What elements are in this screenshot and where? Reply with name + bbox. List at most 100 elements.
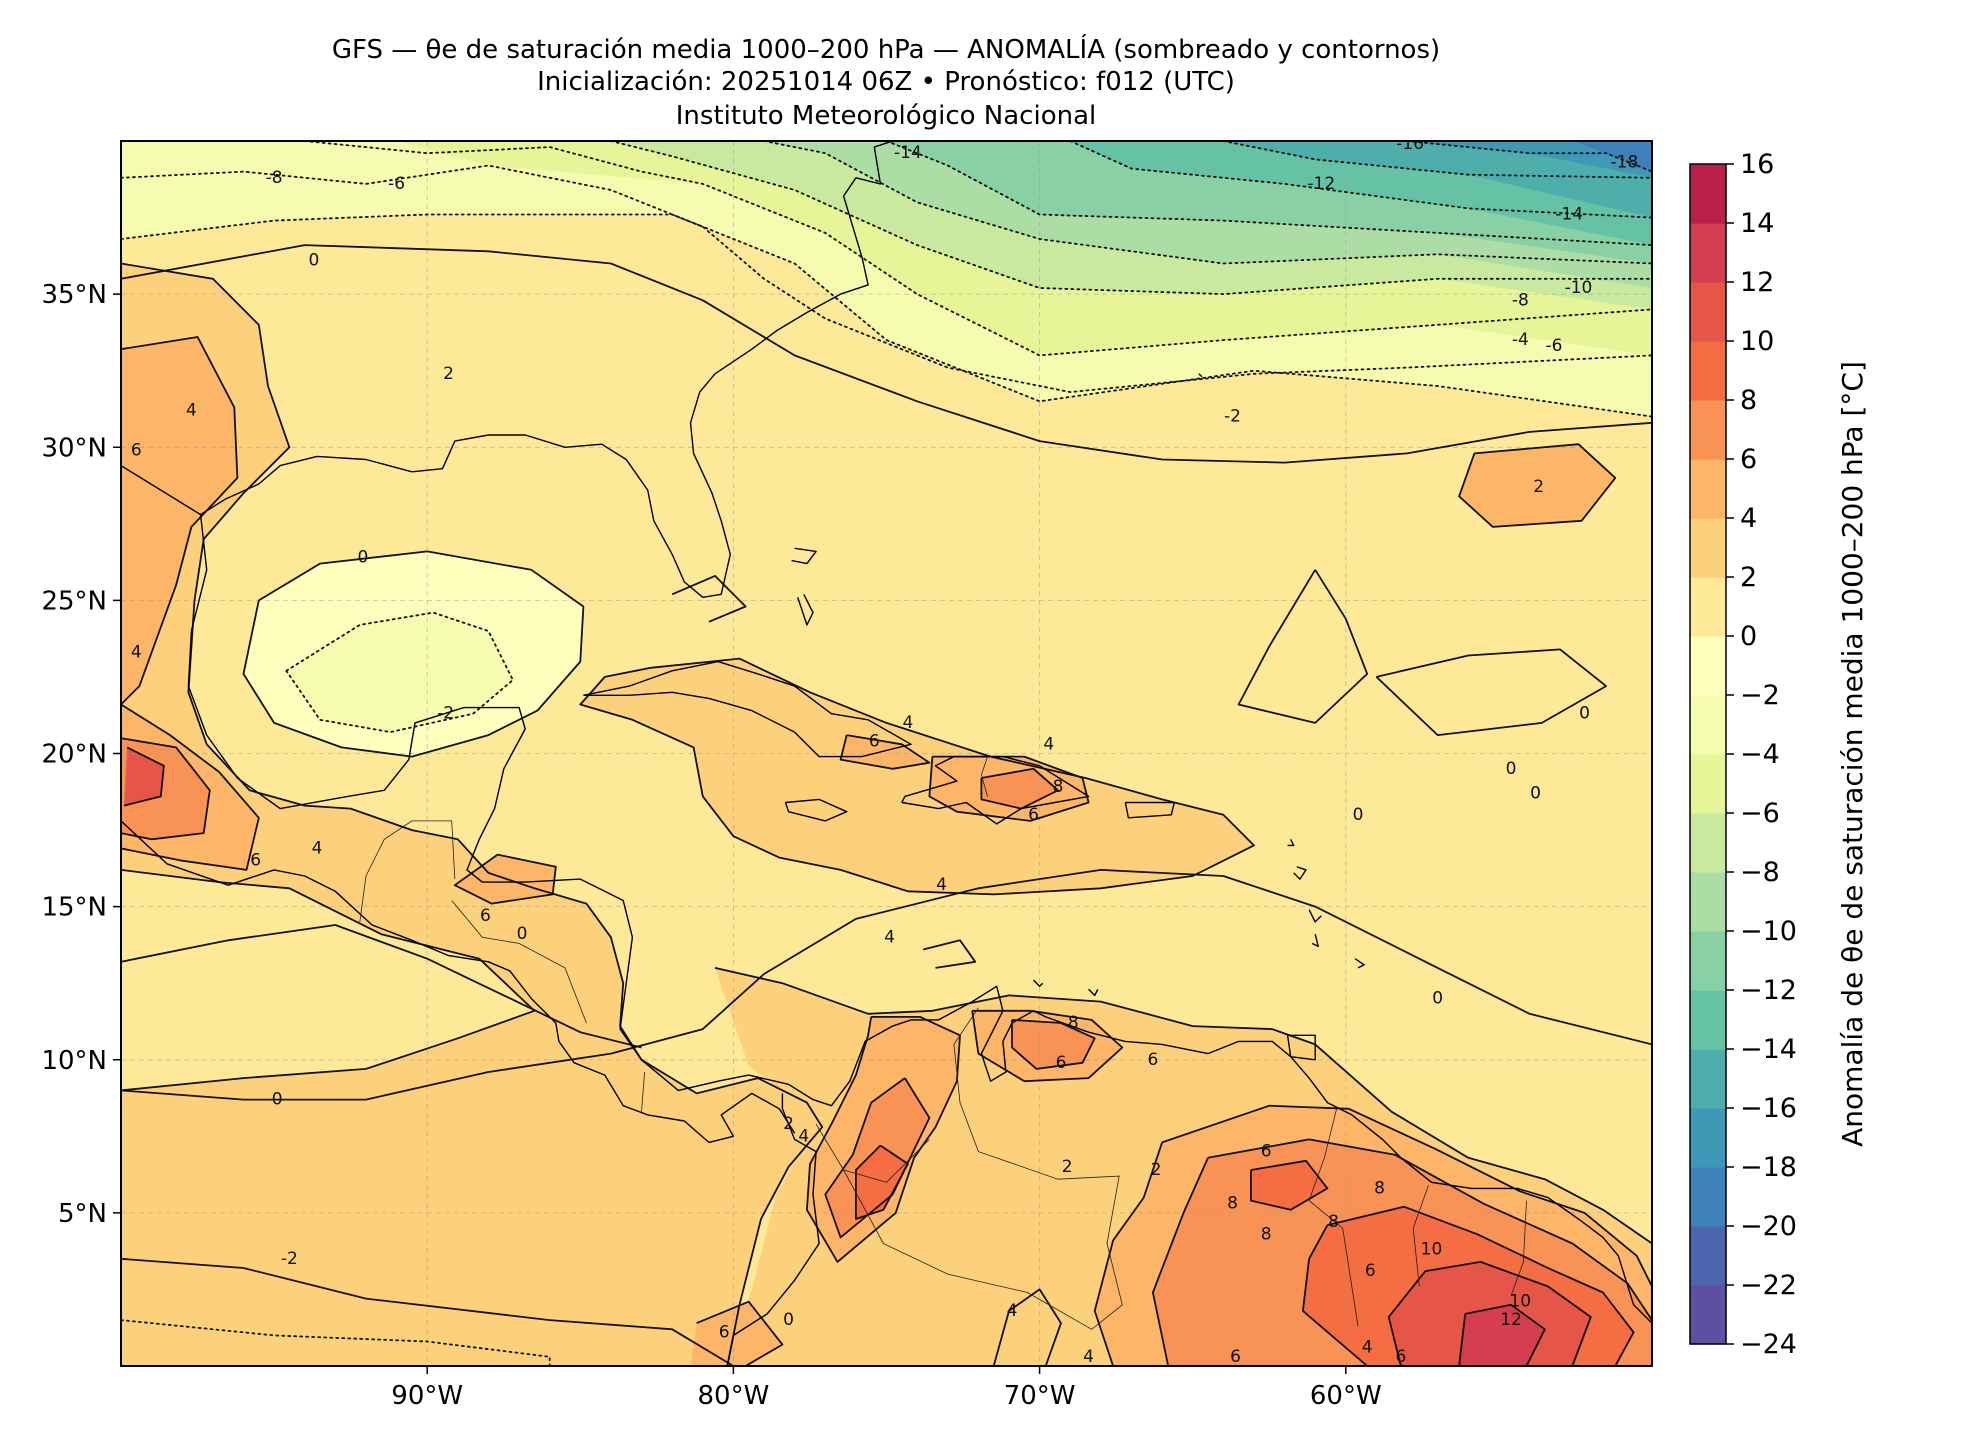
contour-label: 2 (783, 1114, 794, 1134)
contour-label: -8 (266, 168, 283, 188)
colorbar-swatch (1690, 1108, 1726, 1168)
longitude-axis: 90°W 80°W 70°W 60°W (391, 1366, 1382, 1411)
contour-label: -8 (1512, 290, 1529, 310)
contour-line-6 (121, 924, 642, 1049)
colorbar-swatch (1690, 636, 1726, 696)
contour-label: -10 (1565, 278, 1593, 298)
contour-line-14 (121, 737, 211, 841)
field-region-7 (1407, 141, 1652, 178)
coastline-9 (797, 593, 814, 626)
contour-negative-6 (1069, 141, 1652, 219)
colorbar-tick-label: −18 (1740, 1152, 1797, 1183)
contour-line-22 (855, 1144, 909, 1220)
contour-label: 0 (1530, 783, 1541, 803)
contour-label: 2 (1062, 1157, 1073, 1177)
contour-line-18 (980, 767, 1059, 810)
colorbar-swatch (1690, 400, 1726, 460)
contour-label: -16 (1396, 134, 1424, 154)
contour-line-34 (1465, 1303, 1546, 1366)
contour-line-36 (696, 1300, 784, 1366)
lat-tick-label: 35°N (41, 280, 107, 310)
colorbar-tick-label: 0 (1740, 621, 1757, 652)
colorbar-swatch (1690, 754, 1726, 814)
colorbar-tick-label: −14 (1740, 1034, 1797, 1065)
contour-label: 2 (1533, 477, 1544, 497)
coastline-10 (1286, 1034, 1316, 1061)
contour-negative-9 (285, 611, 515, 734)
lat-tick-label: 10°N (41, 1046, 107, 1076)
lat-tick-label: 15°N (41, 893, 107, 923)
contour-negative-0 (121, 213, 1652, 418)
colorbar-swatch (1690, 1226, 1726, 1286)
lat-tick-label: 30°N (41, 433, 107, 463)
field-region-34 (855, 1145, 908, 1219)
contour-line-39 (922, 939, 977, 969)
coastline-16 (1293, 866, 1307, 880)
contour-label: 6 (1028, 805, 1039, 825)
coastline-14 (1088, 988, 1099, 997)
coastline-17 (1308, 909, 1322, 923)
contour-negative-7 (1222, 141, 1652, 179)
field-region-26 (1459, 444, 1616, 527)
title-line-2: Inicialización: 20251014 06Z • Pronóstic… (537, 67, 1235, 97)
contour-label: 10 (1509, 1292, 1531, 1312)
contour-negative-10 (121, 1319, 551, 1366)
contour-label: 8 (1261, 1224, 1272, 1244)
contour-label: 4 (936, 875, 947, 895)
colorbar-tick-label: −12 (1740, 975, 1797, 1006)
field-region-37 (1459, 1304, 1545, 1366)
colorbar-ticks: −24−22−20−18−16−14−12−10−8−6−4−202468101… (1726, 149, 1797, 1360)
border-4 (1308, 1108, 1359, 1327)
field-region-8 (1572, 141, 1652, 172)
contour-negative-1 (121, 164, 1652, 394)
border-8 (980, 756, 988, 797)
border-7 (843, 1139, 930, 1183)
colorbar-swatch (1690, 341, 1726, 401)
colorbar-swatch (1690, 223, 1726, 283)
contour-label: 0 (1579, 704, 1590, 724)
colorbar-swatch (1690, 518, 1726, 578)
contour-label: 0 (357, 548, 368, 568)
colorbar-tick-label: 8 (1740, 385, 1757, 416)
contour-negative-4 (763, 141, 1652, 265)
contour-label: 8 (1068, 1013, 1079, 1033)
coastline-5 (901, 755, 1090, 825)
coastline-15 (1287, 838, 1295, 847)
contour-label: 2 (1151, 1160, 1162, 1180)
contour-label: 0 (517, 924, 528, 944)
coastline-12 (121, 820, 796, 1144)
coastline-1 (411, 141, 893, 598)
anomaly-contours (121, 141, 1652, 1366)
coastline-6 (784, 798, 848, 822)
contour-label: -14 (894, 143, 922, 163)
colorbar-tick-label: −20 (1740, 1211, 1797, 1242)
contour-label: 4 (1083, 1347, 1094, 1367)
contour-line-37 (992, 1288, 1062, 1366)
contour-label: -2 (1224, 407, 1241, 427)
contour-label: 4 (1362, 1338, 1373, 1358)
contour-line-10 (579, 657, 1255, 896)
contour-label: 4 (1043, 734, 1054, 754)
border-2 (641, 1071, 645, 1112)
contour-label: 6 (719, 1322, 730, 1342)
lat-tick-label: 25°N (41, 586, 107, 616)
colorbar-tick-label: −6 (1740, 798, 1780, 829)
contour-label: 8 (1053, 777, 1064, 797)
coastline-19 (1354, 958, 1365, 969)
contour-line-4 (1237, 569, 1369, 724)
contour-label: 4 (902, 713, 913, 733)
coastline-8 (791, 547, 817, 565)
field-region-12 (286, 612, 513, 733)
colorbar-swatch (1690, 577, 1726, 637)
colorbar-tick-label: 6 (1740, 444, 1757, 475)
colorbar-swatch (1690, 990, 1726, 1050)
contour-line-5 (1375, 648, 1607, 736)
colorbar-swatch (1690, 1049, 1726, 1109)
contour-label: 6 (250, 851, 261, 871)
colorbar-swatch (1690, 872, 1726, 932)
contour-label: -18 (1611, 152, 1639, 172)
colorbar-tick-label: −10 (1740, 916, 1797, 947)
contour-label: 2 (443, 364, 454, 384)
